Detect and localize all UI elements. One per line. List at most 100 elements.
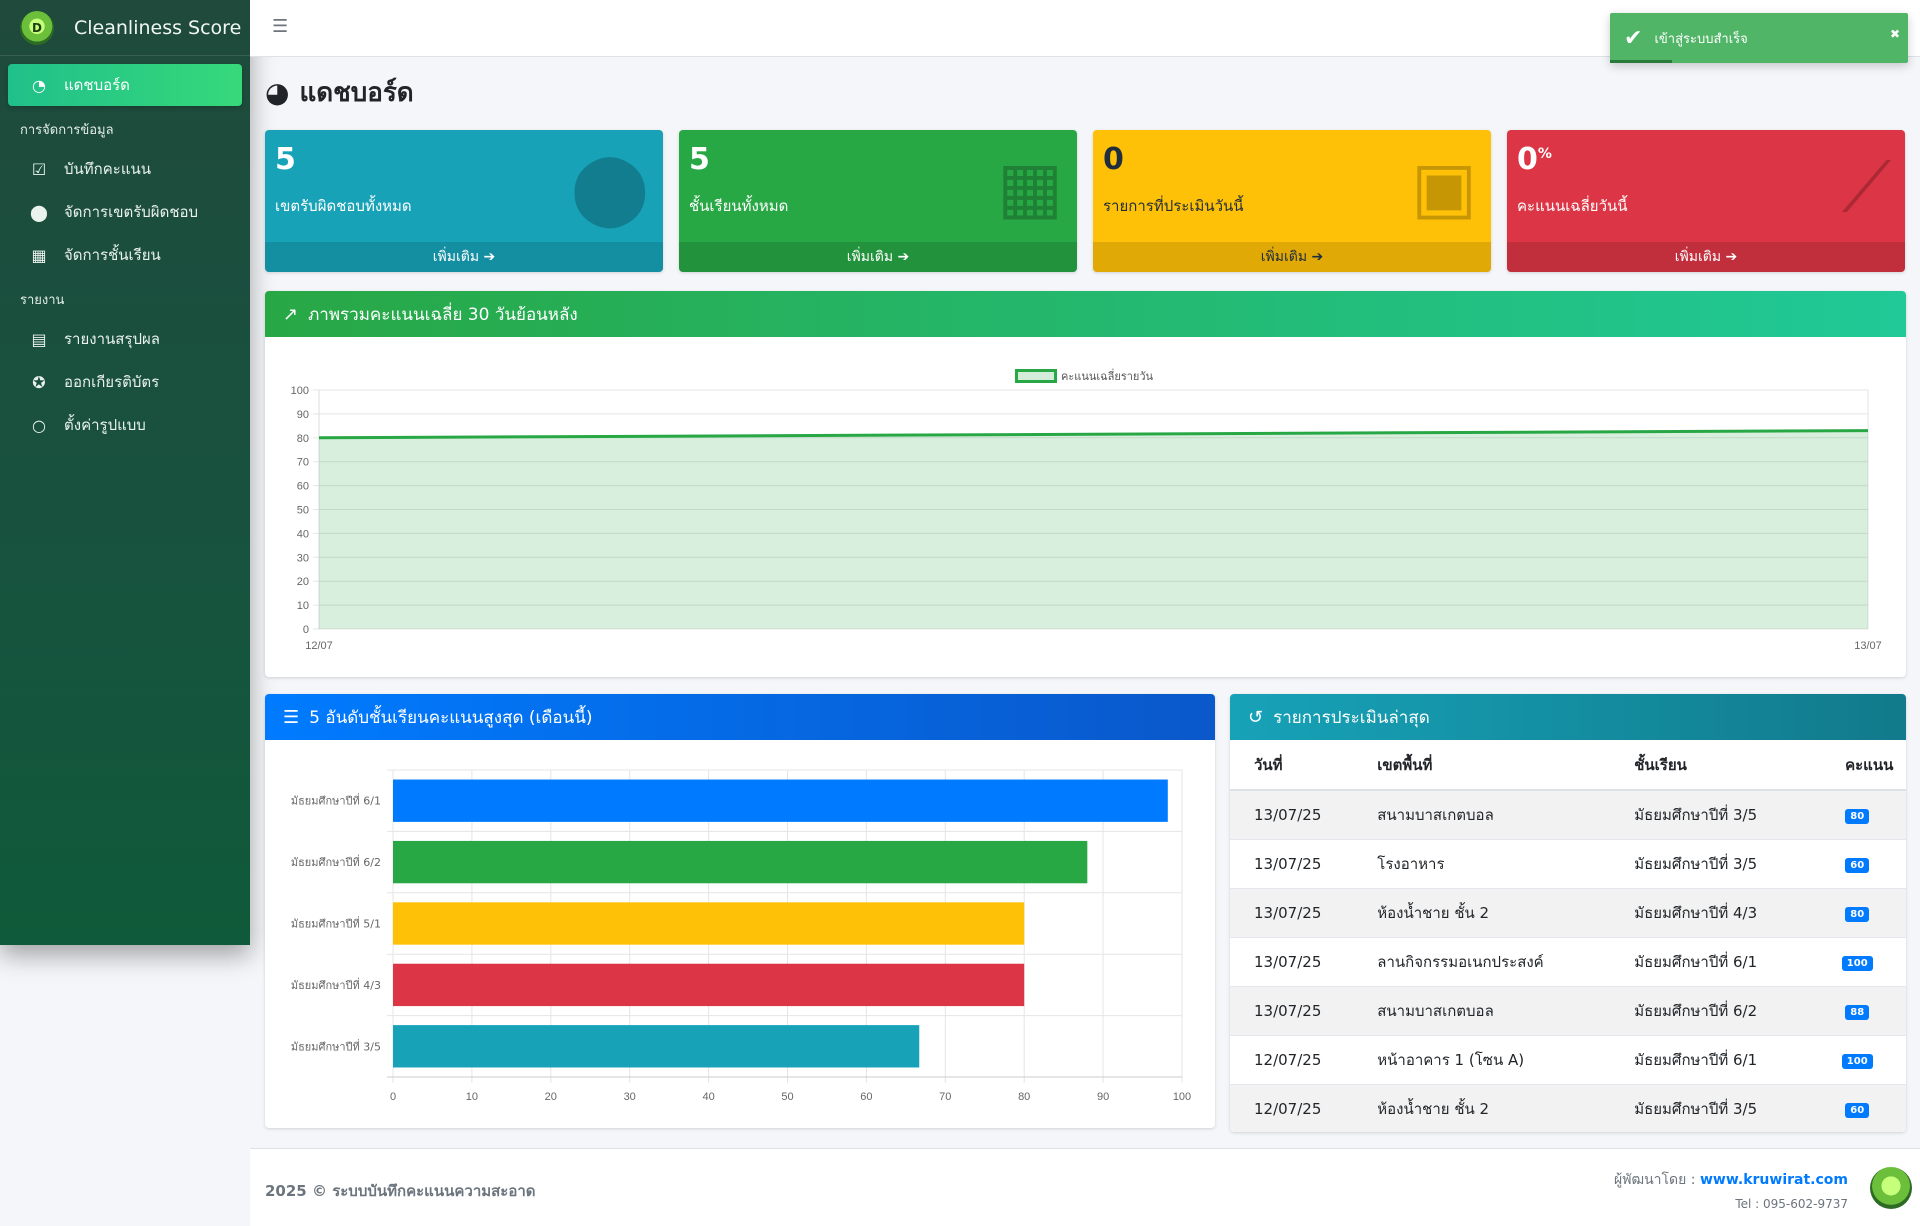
line-chart-card: ↗ ภาพรวมคะแนนเฉลี่ย 30 วันย้อนหลัง xyxy=(265,291,1906,677)
developer-logo xyxy=(1870,1167,1912,1209)
card-header: ☰ 5 อันดับชั้นเรียนคะแนนสูงสุด (เดือนนี้… xyxy=(265,694,1215,740)
class-cell: มัธยมศึกษาปีที่ 6/1 xyxy=(1610,936,1809,986)
class-cell: มัธยมศึกษาปีที่ 6/1 xyxy=(1610,1034,1809,1084)
sidebar-item-dashboard[interactable]: ◔ แดชบอร์ด xyxy=(8,64,242,106)
y-tick-label: 0 xyxy=(303,624,309,636)
class-cell: มัธยมศึกษาปีที่ 4/3 xyxy=(1610,887,1809,937)
col-header-class: ชั้นเรียน xyxy=(1610,740,1809,791)
legend-label: คะแนนเฉลี่ยรายวัน xyxy=(1061,370,1154,383)
area-fill xyxy=(319,430,1868,629)
zone-cell: ห้องน้ำชาย ชั้น 2 xyxy=(1353,1083,1611,1132)
brand[interactable]: D Cleanliness Score xyxy=(0,0,250,56)
check-icon: ✔ xyxy=(1624,25,1643,51)
x-tick-label: 13/07 xyxy=(1854,640,1882,652)
card-title: 5 อันดับชั้นเรียนคะแนนสูงสุด (เดือนนี้) xyxy=(309,707,593,728)
chart-legend[interactable]: คะแนนเฉลี่ยรายวัน xyxy=(1015,367,1153,385)
sidebar-item-summary-report[interactable]: ▤ รายงานสรุปผล xyxy=(8,318,242,360)
score-badge: 60 xyxy=(1845,1103,1870,1119)
copyright: 2025 © ระบบบันทึกคะแนนความสะอาด xyxy=(265,1182,536,1200)
col-header-score: คะแนน xyxy=(1808,740,1906,791)
score-badge: 88 xyxy=(1845,1005,1870,1020)
sidebar-item-label: ออกเกียรติบัตร xyxy=(64,373,160,391)
circle-icon: ○ xyxy=(32,415,46,435)
date-cell: 13/07/25 xyxy=(1230,985,1354,1035)
bar xyxy=(393,1025,920,1068)
score-cell: 80 xyxy=(1808,789,1906,839)
dashboard-icon: ◔ xyxy=(32,75,46,95)
file-icon: ▤ xyxy=(31,329,47,349)
sidebar-item-settings[interactable]: ○ ตั้งค่ารูปแบบ xyxy=(8,404,242,446)
sidebar-item-record-score[interactable]: ☑ บันทึกคะแนน xyxy=(8,148,242,190)
score-cell: 60 xyxy=(1808,1083,1906,1132)
y-tick-label: 50 xyxy=(297,505,309,517)
date-cell: 13/07/25 xyxy=(1230,936,1354,986)
recent-evaluations-card: ↺ รายการประเมินล่าสุด วันที่ เขตพื้นที่ … xyxy=(1230,694,1906,1132)
stat-value: 5 xyxy=(275,142,296,177)
sidebar-item-label: แดชบอร์ด xyxy=(64,76,130,94)
stat-value: 0% xyxy=(1517,142,1552,177)
x-tick-label: 40 xyxy=(702,1091,714,1103)
more-info-link[interactable]: เพิ่มเติม ➔ xyxy=(1093,242,1491,272)
x-tick-label: 0 xyxy=(390,1091,396,1103)
clipboard-list-icon: ▣ xyxy=(1410,146,1477,228)
col-header-date: วันที่ xyxy=(1230,740,1354,791)
bar xyxy=(393,963,1025,1007)
bar xyxy=(393,840,1088,884)
sidebar-item-label: บันทึกคะแนน xyxy=(64,160,152,178)
developer-link[interactable]: www.kruwirat.com xyxy=(1699,1172,1848,1188)
y-tick-label: 60 xyxy=(297,481,309,493)
zone-cell: สนามบาสเกตบอล xyxy=(1353,789,1611,839)
sidebar-item-certificate[interactable]: ✪ ออกเกียรติบัตร xyxy=(8,361,242,403)
date-cell: 13/07/25 xyxy=(1230,838,1354,888)
col-header-zone: เขตพื้นที่ xyxy=(1353,740,1611,791)
y-tick-label: มัธยมศึกษาปีที่ 6/1 xyxy=(291,793,381,808)
x-tick-label: 80 xyxy=(1018,1091,1030,1103)
stat-card-average-today: 0% คะแนนเฉลี่ยวันนี้ ⟋ เพิ่มเติม ➔ xyxy=(1507,130,1905,272)
x-tick-label: 30 xyxy=(624,1091,636,1103)
zone-cell: ห้องน้ำชาย ชั้น 2 xyxy=(1353,887,1611,937)
class-cell: มัธยมศึกษาปีที่ 3/5 xyxy=(1610,789,1809,839)
y-tick-label: มัธยมศึกษาปีที่ 3/5 xyxy=(291,1038,381,1053)
toast-progress-bar xyxy=(1610,60,1672,63)
chart-line-icon: ⟋ xyxy=(1842,146,1891,228)
class-cell: มัธยมศึกษาปีที่ 3/5 xyxy=(1610,838,1809,888)
map-marker-icon: ⬤ xyxy=(570,146,649,228)
stat-card-zones: 5 เขตรับผิดชอบทั้งหมด ⬤ เพิ่มเติม ➔ xyxy=(265,130,663,272)
date-cell: 12/07/25 xyxy=(1230,1034,1354,1084)
sidebar-item-classes[interactable]: ▦ จัดการชั้นเรียน xyxy=(8,234,242,276)
score-badge: 60 xyxy=(1845,858,1870,873)
toast-notification: ✔ เข้าสู่ระบบสำเร็จ ✖ xyxy=(1610,13,1908,63)
y-tick-label: 90 xyxy=(297,409,309,421)
more-info-link[interactable]: เพิ่มเติม ➔ xyxy=(265,242,663,272)
x-tick-label: 90 xyxy=(1097,1091,1109,1103)
y-tick-label: 10 xyxy=(297,600,309,612)
card-title: รายการประเมินล่าสุด xyxy=(1273,707,1430,728)
sidebar-section-data: การจัดการข้อมูล xyxy=(20,123,114,138)
sidebar-item-label: จัดการเขตรับผิดชอบ xyxy=(64,203,199,221)
table-row: 12/07/25 หน้าอาคาร 1 (โซน A) มัธยมศึกษาปีท… xyxy=(1230,1034,1906,1084)
menu-toggle-icon[interactable]: ☰ xyxy=(272,16,289,37)
stat-value: 0 xyxy=(1103,142,1124,177)
y-tick-label: 20 xyxy=(297,576,309,588)
close-icon[interactable]: ✖ xyxy=(1889,27,1900,41)
line-chart: 0 10 20 30 40 50 60 70 80 90 100 12/07 13/07 xyxy=(291,385,1882,652)
stat-card-classes: 5 ชั้นเรียนทั้งหมด ▦ เพิ่มเติม ➔ xyxy=(679,130,1077,272)
score-badge: 80 xyxy=(1845,907,1870,922)
sidebar-item-zones[interactable]: ⬤ จัดการเขตรับผิดชอบ xyxy=(8,191,242,233)
developer-credit: ผู้พัฒนาโดย : www.kruwirat.com Tel : 095… xyxy=(1614,1172,1848,1211)
more-info-link[interactable]: เพิ่มเติม ➔ xyxy=(1507,242,1905,272)
card-header: ↗ ภาพรวมคะแนนเฉลี่ย 30 วันย้อนหลัง xyxy=(265,291,1906,337)
more-info-link[interactable]: เพิ่มเติม ➔ xyxy=(679,242,1077,272)
score-cell: 100 xyxy=(1808,1034,1906,1084)
card-title: ภาพรวมคะแนนเฉลี่ย 30 วันย้อนหลัง xyxy=(308,304,578,325)
date-cell: 12/07/25 xyxy=(1230,1083,1354,1132)
school-icon: ▦ xyxy=(31,245,47,265)
sidebar-item-label: รายงานสรุปผล xyxy=(64,330,160,348)
y-tick-label: 70 xyxy=(297,457,309,469)
x-tick-label: 100 xyxy=(1173,1091,1191,1103)
bar xyxy=(393,779,1168,822)
zone-cell: โรงอาหาร xyxy=(1353,838,1611,888)
footer: 2025 © ระบบบันทึกคะแนนความสะอาด ผู้พัฒนา… xyxy=(250,1148,1920,1226)
clipboard-check-icon: ☑ xyxy=(31,159,47,179)
date-cell: 13/07/25 xyxy=(1230,789,1354,839)
